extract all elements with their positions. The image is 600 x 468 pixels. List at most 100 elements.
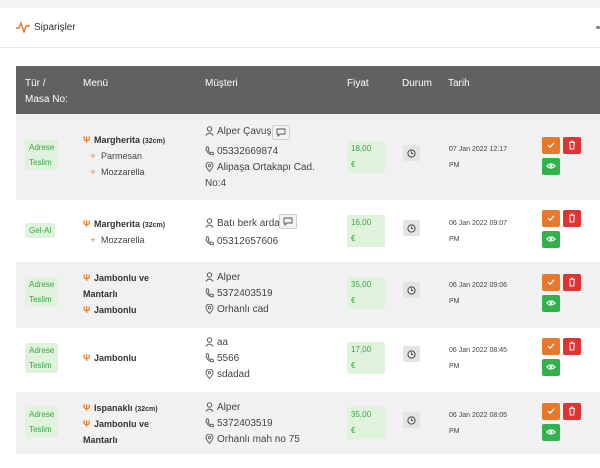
fork-knife-icon: Ψ bbox=[83, 353, 91, 363]
order-date: 06 Jan 2022 08:45 bbox=[449, 347, 507, 354]
status-button[interactable] bbox=[403, 282, 420, 298]
view-button[interactable] bbox=[542, 359, 560, 376]
delete-button[interactable] bbox=[563, 274, 581, 291]
customer-phone: 05312657606 bbox=[205, 234, 278, 250]
check-icon bbox=[547, 343, 555, 350]
map-pin-icon bbox=[205, 368, 214, 380]
fork-knife-icon: Ψ bbox=[83, 135, 91, 145]
user-icon bbox=[205, 218, 214, 228]
menu-extra-label: Parmesan bbox=[101, 151, 143, 161]
order-type-line2: Teslim bbox=[29, 425, 52, 434]
view-button[interactable] bbox=[542, 231, 560, 248]
approve-button[interactable] bbox=[542, 338, 560, 355]
customer-address-text: Orhanlı mah no 75 bbox=[217, 434, 300, 445]
note-button[interactable] bbox=[272, 125, 290, 140]
trash-icon bbox=[569, 341, 575, 351]
fork-knife-icon: Ψ bbox=[83, 273, 91, 283]
delete-button[interactable] bbox=[563, 338, 581, 355]
table-row: Adrese Teslim Ψ Jambonlu aa 5566 sdadad 1… bbox=[16, 328, 600, 392]
menu-item-continued: Mantarlı bbox=[83, 286, 118, 302]
user-icon bbox=[205, 337, 214, 347]
menu-extra-label: Mozzarella bbox=[101, 235, 145, 245]
status-button[interactable] bbox=[403, 346, 420, 362]
order-type-line1: Gel-Al bbox=[29, 226, 52, 235]
order-date: 07 Jan 2022 12:17 bbox=[449, 146, 507, 153]
price-badge: 35,00 € bbox=[347, 277, 385, 309]
order-time-period: PM bbox=[449, 428, 460, 435]
map-pin-icon bbox=[205, 433, 214, 445]
customer-name: Batı berk arda bbox=[205, 216, 280, 232]
col-status: Durum bbox=[402, 78, 433, 89]
price-currency: € bbox=[351, 296, 356, 305]
customer-name-text: Batı berk arda bbox=[217, 218, 280, 229]
menu-extra: + Mozzarella bbox=[90, 164, 145, 180]
status-button[interactable] bbox=[403, 145, 420, 161]
eye-icon bbox=[546, 364, 556, 370]
order-time-period: PM bbox=[449, 236, 460, 243]
view-button[interactable] bbox=[542, 424, 560, 441]
view-button[interactable] bbox=[542, 295, 560, 312]
price-currency: € bbox=[351, 426, 356, 435]
clock-icon bbox=[407, 149, 416, 158]
order-type-line1: Adrese bbox=[29, 280, 55, 289]
message-icon bbox=[276, 128, 286, 137]
price-badge: 18,00 € bbox=[347, 141, 385, 173]
phone-icon bbox=[205, 288, 214, 298]
order-type-line1: Adrese bbox=[29, 346, 55, 355]
customer-phone: 05332669874 bbox=[205, 144, 278, 160]
table-row: Adrese Teslim Ψ Ispanaklı (32cm) Ψ Jambonl… bbox=[16, 392, 600, 454]
status-button[interactable] bbox=[403, 220, 420, 236]
col-menu: Menü bbox=[83, 78, 109, 89]
customer-address-text: Alipaşa Ortakapı Cad. bbox=[217, 162, 315, 173]
menu-item-name: Ispanaklı bbox=[94, 403, 133, 413]
customer-phone-text: 05312657606 bbox=[217, 236, 279, 247]
approve-button[interactable] bbox=[542, 210, 560, 227]
eye-icon bbox=[546, 236, 556, 242]
customer-name: Alper bbox=[205, 400, 240, 416]
customer-name: Alper Çavuş bbox=[205, 124, 271, 140]
approve-button[interactable] bbox=[542, 403, 560, 420]
customer-name-text: Alper bbox=[217, 272, 241, 283]
check-icon bbox=[547, 215, 555, 222]
menu-item: Ψ Margherita (32cm) bbox=[83, 216, 165, 234]
trash-icon bbox=[569, 277, 575, 287]
menu-extra-label: Mozzarella bbox=[101, 167, 145, 177]
eye-icon bbox=[546, 163, 556, 169]
user-icon bbox=[205, 402, 214, 412]
order-date: 06 Jan 2022 08:05 bbox=[449, 412, 507, 419]
note-button[interactable] bbox=[279, 214, 297, 229]
approve-button[interactable] bbox=[542, 137, 560, 154]
col-date: Tarih bbox=[448, 78, 470, 89]
clock-icon bbox=[407, 224, 416, 233]
eye-icon bbox=[546, 300, 556, 306]
delete-button[interactable] bbox=[563, 403, 581, 420]
customer-address: sdadad bbox=[205, 367, 250, 383]
order-time-period: PM bbox=[449, 298, 460, 305]
customer-phone-text: 5372403519 bbox=[217, 288, 273, 299]
delete-button[interactable] bbox=[563, 137, 581, 154]
customer-name-text: aa bbox=[217, 337, 229, 348]
fork-knife-icon: Ψ bbox=[83, 219, 91, 229]
order-date: 06 Jan 2022 09:07 bbox=[449, 220, 507, 227]
status-button[interactable] bbox=[403, 412, 420, 428]
price-currency: € bbox=[351, 160, 356, 169]
customer-name-text: Alper Çavuş bbox=[217, 126, 272, 137]
header-menu-handle[interactable] bbox=[596, 26, 600, 29]
menu-item-size: (32cm) bbox=[142, 222, 166, 229]
view-button[interactable] bbox=[542, 158, 560, 175]
phone-icon bbox=[205, 146, 214, 156]
order-type-badge: Adrese Teslim bbox=[25, 277, 59, 307]
trash-icon bbox=[569, 213, 575, 223]
order-time-period: PM bbox=[449, 363, 460, 370]
price-value: 16,00 bbox=[351, 218, 372, 227]
customer-address-line2: No:4 bbox=[205, 178, 227, 189]
order-type-line2: Teslim bbox=[29, 295, 52, 304]
delete-button[interactable] bbox=[563, 210, 581, 227]
approve-button[interactable] bbox=[542, 274, 560, 291]
order-type-line1: Adrese bbox=[29, 143, 55, 152]
user-icon bbox=[205, 272, 214, 282]
menu-item-name: Jambonlu bbox=[94, 353, 137, 363]
price-badge: 16,00 € bbox=[347, 215, 385, 247]
price-currency: € bbox=[351, 234, 356, 243]
map-pin-icon bbox=[205, 303, 214, 315]
